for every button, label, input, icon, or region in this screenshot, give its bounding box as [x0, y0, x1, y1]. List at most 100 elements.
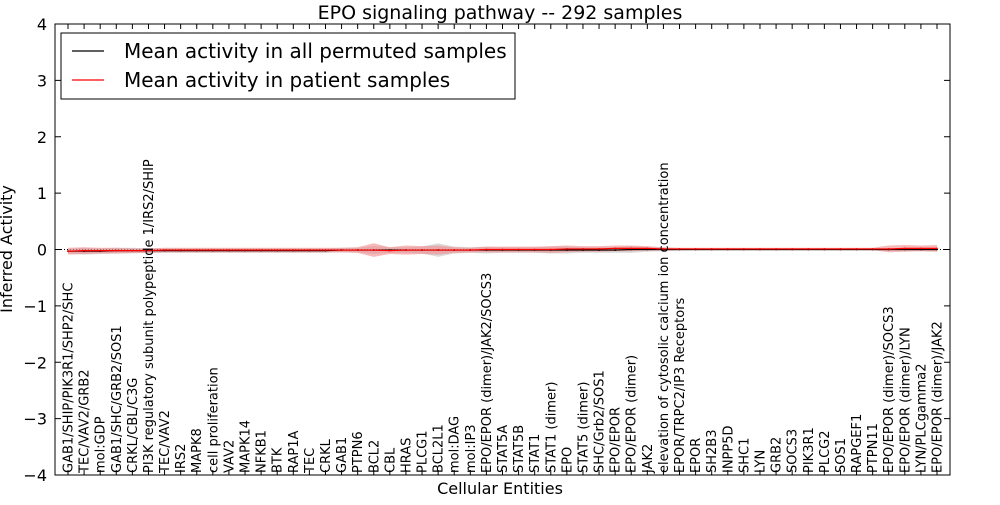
- x-category-label: MAPK14: [239, 420, 254, 473]
- x-category-label: INPP5D: [721, 425, 736, 473]
- series-1-point: [678, 248, 681, 250]
- y-tick-label: 1: [37, 184, 47, 203]
- series-1-point: [887, 248, 890, 250]
- x-category-label: JAK2: [641, 444, 656, 474]
- legend: Mean activity in all permuted samples Mea…: [60, 32, 516, 100]
- x-category-label: mol:DAG: [448, 416, 463, 473]
- y-tick-label: −1: [23, 297, 47, 316]
- x-category-label: SHC/Grb2/SOS1: [593, 370, 608, 473]
- series-1-point: [855, 248, 858, 250]
- x-category-label: SH2B3: [705, 430, 720, 474]
- x-category-label: STAT5B: [512, 425, 527, 473]
- x-category-label: EPO/EPOR (dimer)/JAK2/SOCS3: [480, 273, 495, 473]
- x-category-label: IRS2: [174, 444, 189, 473]
- x-category-label: EPO/EPOR (dimer)/SOCS3: [882, 306, 897, 473]
- series-1-point: [871, 248, 874, 250]
- x-category-label: BCL2: [367, 440, 382, 473]
- series-1-point: [163, 249, 166, 251]
- x-category-label: PTPN6: [351, 431, 366, 473]
- x-category-label: TEC: [303, 448, 318, 474]
- y-tick-label: 2: [37, 128, 47, 147]
- x-category-label: LYN: [753, 450, 768, 473]
- y-tick-label: −2: [23, 353, 47, 372]
- series-1-point: [372, 249, 375, 251]
- series-1-point: [807, 248, 810, 250]
- series-1-point: [147, 249, 150, 252]
- series-1-point: [839, 248, 842, 250]
- series-1-point: [662, 248, 665, 250]
- series-1-point: [726, 248, 729, 250]
- series-1-point: [324, 249, 327, 251]
- x-category-label: STAT5 (dimer): [576, 382, 591, 473]
- x-category-label: BTK: [271, 447, 286, 473]
- x-category-label: STAT1: [528, 434, 543, 473]
- series-1-point: [630, 247, 633, 250]
- x-category-label: GAB1/SHC/GRB2/SOS1: [110, 325, 125, 473]
- x-category-label: RAPGEF1: [850, 414, 865, 473]
- series-1-point: [710, 248, 713, 250]
- y-axis-title: Inferred Activity: [0, 185, 16, 313]
- x-category-label: EPO/EPOR (dimer)/LYN: [898, 327, 913, 473]
- x-category-label: EPOR: [689, 438, 704, 473]
- series-1-point: [276, 249, 279, 251]
- series-1-point: [115, 249, 118, 252]
- series-1-point: [469, 249, 472, 251]
- x-category-label: SHC1: [737, 438, 752, 473]
- series-1-point: [742, 248, 745, 250]
- x-category-label: EPOR/TRPC2/IP3 Receptors: [673, 297, 688, 473]
- series-1-point: [936, 247, 938, 250]
- x-category-label: mol:IP3: [464, 424, 479, 473]
- x-category-label: BCL2L1: [432, 424, 447, 473]
- series-1-point: [260, 249, 263, 251]
- series-1-point: [340, 249, 343, 251]
- series-1-point: [356, 249, 359, 251]
- series-1-point: [903, 247, 906, 250]
- x-category-label: SOS1: [834, 438, 849, 473]
- x-category-label: GRB2: [770, 437, 785, 473]
- x-category-label: CRKL/CBL/C3G: [126, 378, 141, 473]
- x-category-label: PIK3R1: [802, 427, 817, 473]
- series-1-point: [614, 247, 617, 250]
- series-1-point: [228, 249, 230, 251]
- series-1-point: [437, 249, 440, 251]
- y-tick-label: 3: [37, 71, 47, 90]
- series-1-point: [292, 249, 295, 251]
- y-tick-label: −3: [23, 410, 47, 429]
- x-category-label: LYN/PLCgamma2: [914, 363, 929, 473]
- series-1-point: [582, 248, 584, 250]
- series-1-point: [920, 247, 922, 250]
- series-1-point: [211, 249, 214, 251]
- x-category-label: STAT5A: [496, 425, 511, 473]
- x-category-label: SOCS3: [786, 429, 801, 473]
- legend-box: [60, 32, 516, 100]
- series-1-point: [421, 249, 423, 251]
- legend-label-1: Mean activity in patient samples: [124, 68, 450, 92]
- x-category-label: EPO/EPOR (dimer): [625, 355, 640, 473]
- series-1-point: [83, 249, 85, 252]
- y-tick-label: −4: [23, 466, 47, 485]
- series-1-point: [195, 249, 198, 251]
- series-1-point: [244, 249, 246, 251]
- x-category-label: CBL: [383, 447, 398, 473]
- series-1-point: [565, 248, 568, 250]
- x-category-label: TEC/VAV2/GRB2: [78, 369, 93, 474]
- series-1-point: [646, 247, 649, 250]
- series-1-point: [308, 249, 311, 251]
- x-category-label: NFKB1: [255, 430, 270, 473]
- x-category-label: GAB1: [335, 437, 350, 473]
- series-1-point: [99, 249, 102, 252]
- series-1-point: [453, 249, 456, 251]
- series-1-point: [791, 248, 794, 250]
- legend-label-0: Mean activity in all permuted samples: [124, 39, 507, 63]
- x-category-label: PI3K regulatory subunit polypeptide 1/IR…: [142, 159, 157, 473]
- series-1-point: [598, 248, 600, 250]
- series-1-point: [775, 248, 777, 250]
- series-1-point: [694, 248, 697, 250]
- x-category-label: PLCG1: [416, 430, 431, 473]
- x-category-label: CRKL: [319, 438, 334, 473]
- x-category-label: PTPN11: [866, 423, 881, 473]
- series-1-point: [179, 249, 182, 251]
- series-1-point: [517, 248, 520, 251]
